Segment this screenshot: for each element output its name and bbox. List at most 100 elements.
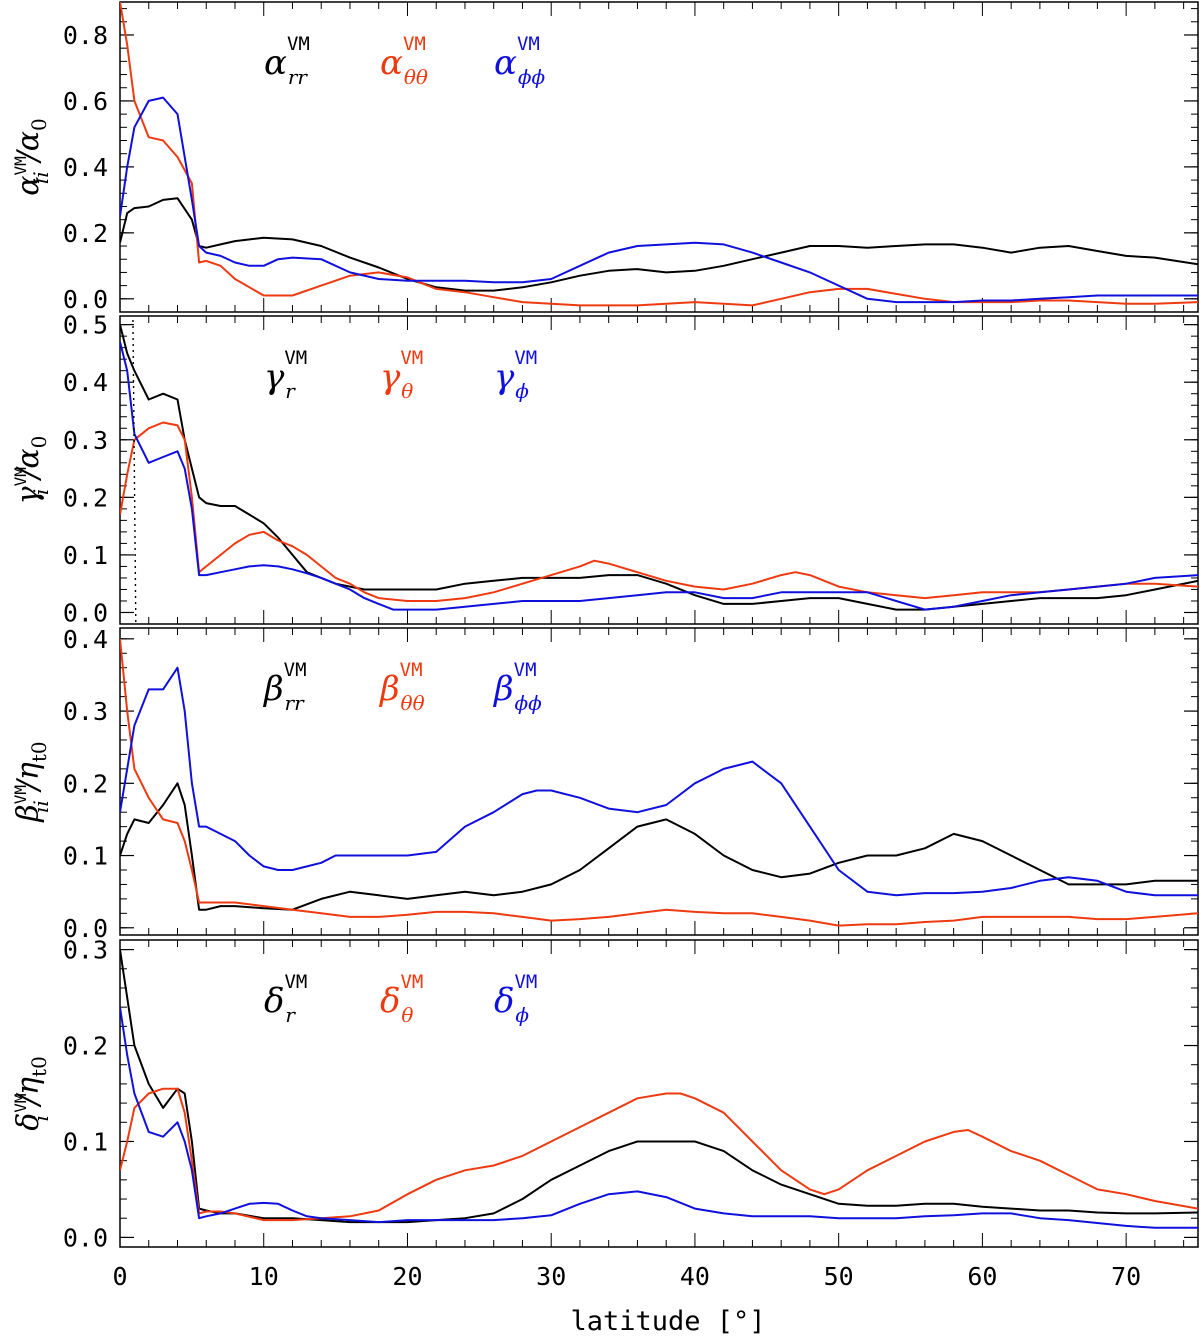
series-line-r — [120, 949, 1198, 1224]
y-tick-label: 0.3 — [63, 697, 108, 726]
legend-symbol: δ — [494, 981, 514, 1021]
legend-entry-theta: βVM θθ — [378, 659, 425, 715]
legend-sub: ϕ — [515, 379, 529, 403]
legend-sub: rr — [285, 691, 306, 715]
y-label-symbol: γ — [11, 486, 46, 504]
x-tick-label: 0 — [112, 1262, 127, 1291]
legend-symbol: γ — [264, 357, 285, 397]
legend-sub: r — [285, 1003, 296, 1027]
legend-entry-phi: βVM ϕϕ — [492, 659, 542, 715]
legend-sup: VM — [400, 971, 423, 993]
x-axis: latitude [°] 0 10 20 30 40 50 60 70 — [112, 1262, 1141, 1337]
legend-symbol: α — [380, 43, 403, 83]
x-tick-label: 70 — [1111, 1262, 1141, 1291]
y-label-sup: VM — [11, 156, 30, 175]
x-tick-label: 50 — [824, 1262, 854, 1291]
series-line-phi — [120, 341, 1198, 611]
y-axis-label: γVM i/α0 — [11, 436, 53, 505]
y-axis-label: βVMii/ηt0 — [11, 741, 53, 822]
legend-sub: r — [285, 379, 296, 403]
legend-sub: θ — [401, 1003, 413, 1027]
legend-sup: VM — [514, 347, 537, 369]
legend-entry-phi: δVM ϕ — [494, 971, 537, 1027]
legend-symbol: δ — [380, 981, 400, 1021]
series-group — [120, 2, 1198, 307]
y-label-tail: /η — [11, 1077, 46, 1108]
series-group — [120, 949, 1198, 1229]
series-line-theta — [120, 2, 1198, 307]
legend-symbol: α — [494, 43, 517, 83]
y-tick-label: 0.5 — [63, 311, 108, 340]
legend-entry-r: αVM rr — [264, 33, 310, 89]
legend-sup: VM — [514, 659, 537, 681]
y-tick-label: 0.0 — [63, 598, 108, 627]
legend-sup: VM — [284, 347, 307, 369]
legend-sub: θθ — [404, 65, 428, 89]
y-axis-label: αVMii/α0 — [11, 118, 53, 195]
y-label-sub: i — [29, 489, 53, 495]
panel-frame — [119, 315, 1199, 625]
legend-entry-r: βVM rr — [262, 659, 307, 715]
legend-symbol: γ — [494, 357, 515, 397]
y-tick-label: 0.4 — [63, 368, 108, 397]
legend-sub: θθ — [401, 691, 425, 715]
legend-sup: VM — [403, 33, 426, 55]
y-label-tail-sub: t0 — [27, 741, 51, 762]
y-tick-label: 0.1 — [63, 842, 108, 871]
legend-sup: VM — [287, 33, 310, 55]
series-group — [120, 638, 1198, 927]
y-label-sub: ii — [29, 171, 53, 184]
x-tick-label: 40 — [680, 1262, 710, 1291]
series-line-phi — [120, 1007, 1198, 1229]
reference-dotted-line — [132, 319, 137, 625]
y-tick-label: 0.2 — [63, 483, 108, 512]
y-label-tail-sub: t0 — [27, 1056, 51, 1077]
y-tick-label: 0.0 — [63, 285, 108, 314]
y-label-sub: ii — [29, 800, 53, 813]
legend-symbol: α — [264, 43, 287, 83]
legend-sup: VM — [284, 971, 307, 993]
y-tick-label: 0.3 — [63, 936, 108, 965]
series-line-r — [120, 782, 1198, 911]
panel-frame — [119, 1, 1199, 313]
y-label-sup: VM — [11, 785, 30, 804]
x-tick-label: 30 — [536, 1262, 566, 1291]
x-axis-title: latitude [°] — [570, 1306, 765, 1337]
legend-sub: ϕ — [515, 1003, 529, 1027]
legend-entry-theta: αVM θθ — [380, 33, 428, 89]
y-label-tail-sub: 0 — [27, 436, 51, 449]
y-tick-label: 0.2 — [63, 219, 108, 248]
legend-entry-r: γVM r — [264, 347, 307, 403]
y-label-sup: VM — [11, 467, 30, 486]
y-label-sup: VM — [11, 1093, 30, 1112]
y-tick-label: 0.2 — [63, 1032, 108, 1061]
y-tick-label: 0.3 — [63, 426, 108, 455]
y-tick-label: 0.1 — [63, 1127, 108, 1156]
series-line-theta — [120, 1087, 1198, 1222]
legend-entry-r: δVM r — [264, 971, 307, 1027]
y-tick-label: 0.4 — [63, 153, 108, 182]
panel-frame — [119, 939, 1199, 1248]
legend-symbol: δ — [264, 981, 284, 1021]
legend-sub: ϕϕ — [518, 65, 546, 89]
legend-sub: θ — [401, 379, 413, 403]
y-label-symbol: β — [11, 804, 46, 822]
legend-entry-phi: αVM ϕϕ — [494, 33, 545, 89]
y-label-tail: /α — [11, 448, 46, 481]
y-label-tail: /α — [11, 131, 46, 164]
legend-sup: VM — [284, 659, 307, 681]
legend-sup: VM — [400, 659, 423, 681]
y-tick-label: 0.8 — [63, 21, 108, 50]
y-label-symbol: δ — [11, 1113, 46, 1131]
y-tick-label: 0.0 — [63, 1223, 108, 1252]
legend-symbol: β — [262, 669, 284, 709]
legend-entry-theta: γVM θ — [380, 347, 423, 403]
y-tick-label: 0.2 — [63, 769, 108, 798]
legend-sup: VM — [517, 33, 540, 55]
